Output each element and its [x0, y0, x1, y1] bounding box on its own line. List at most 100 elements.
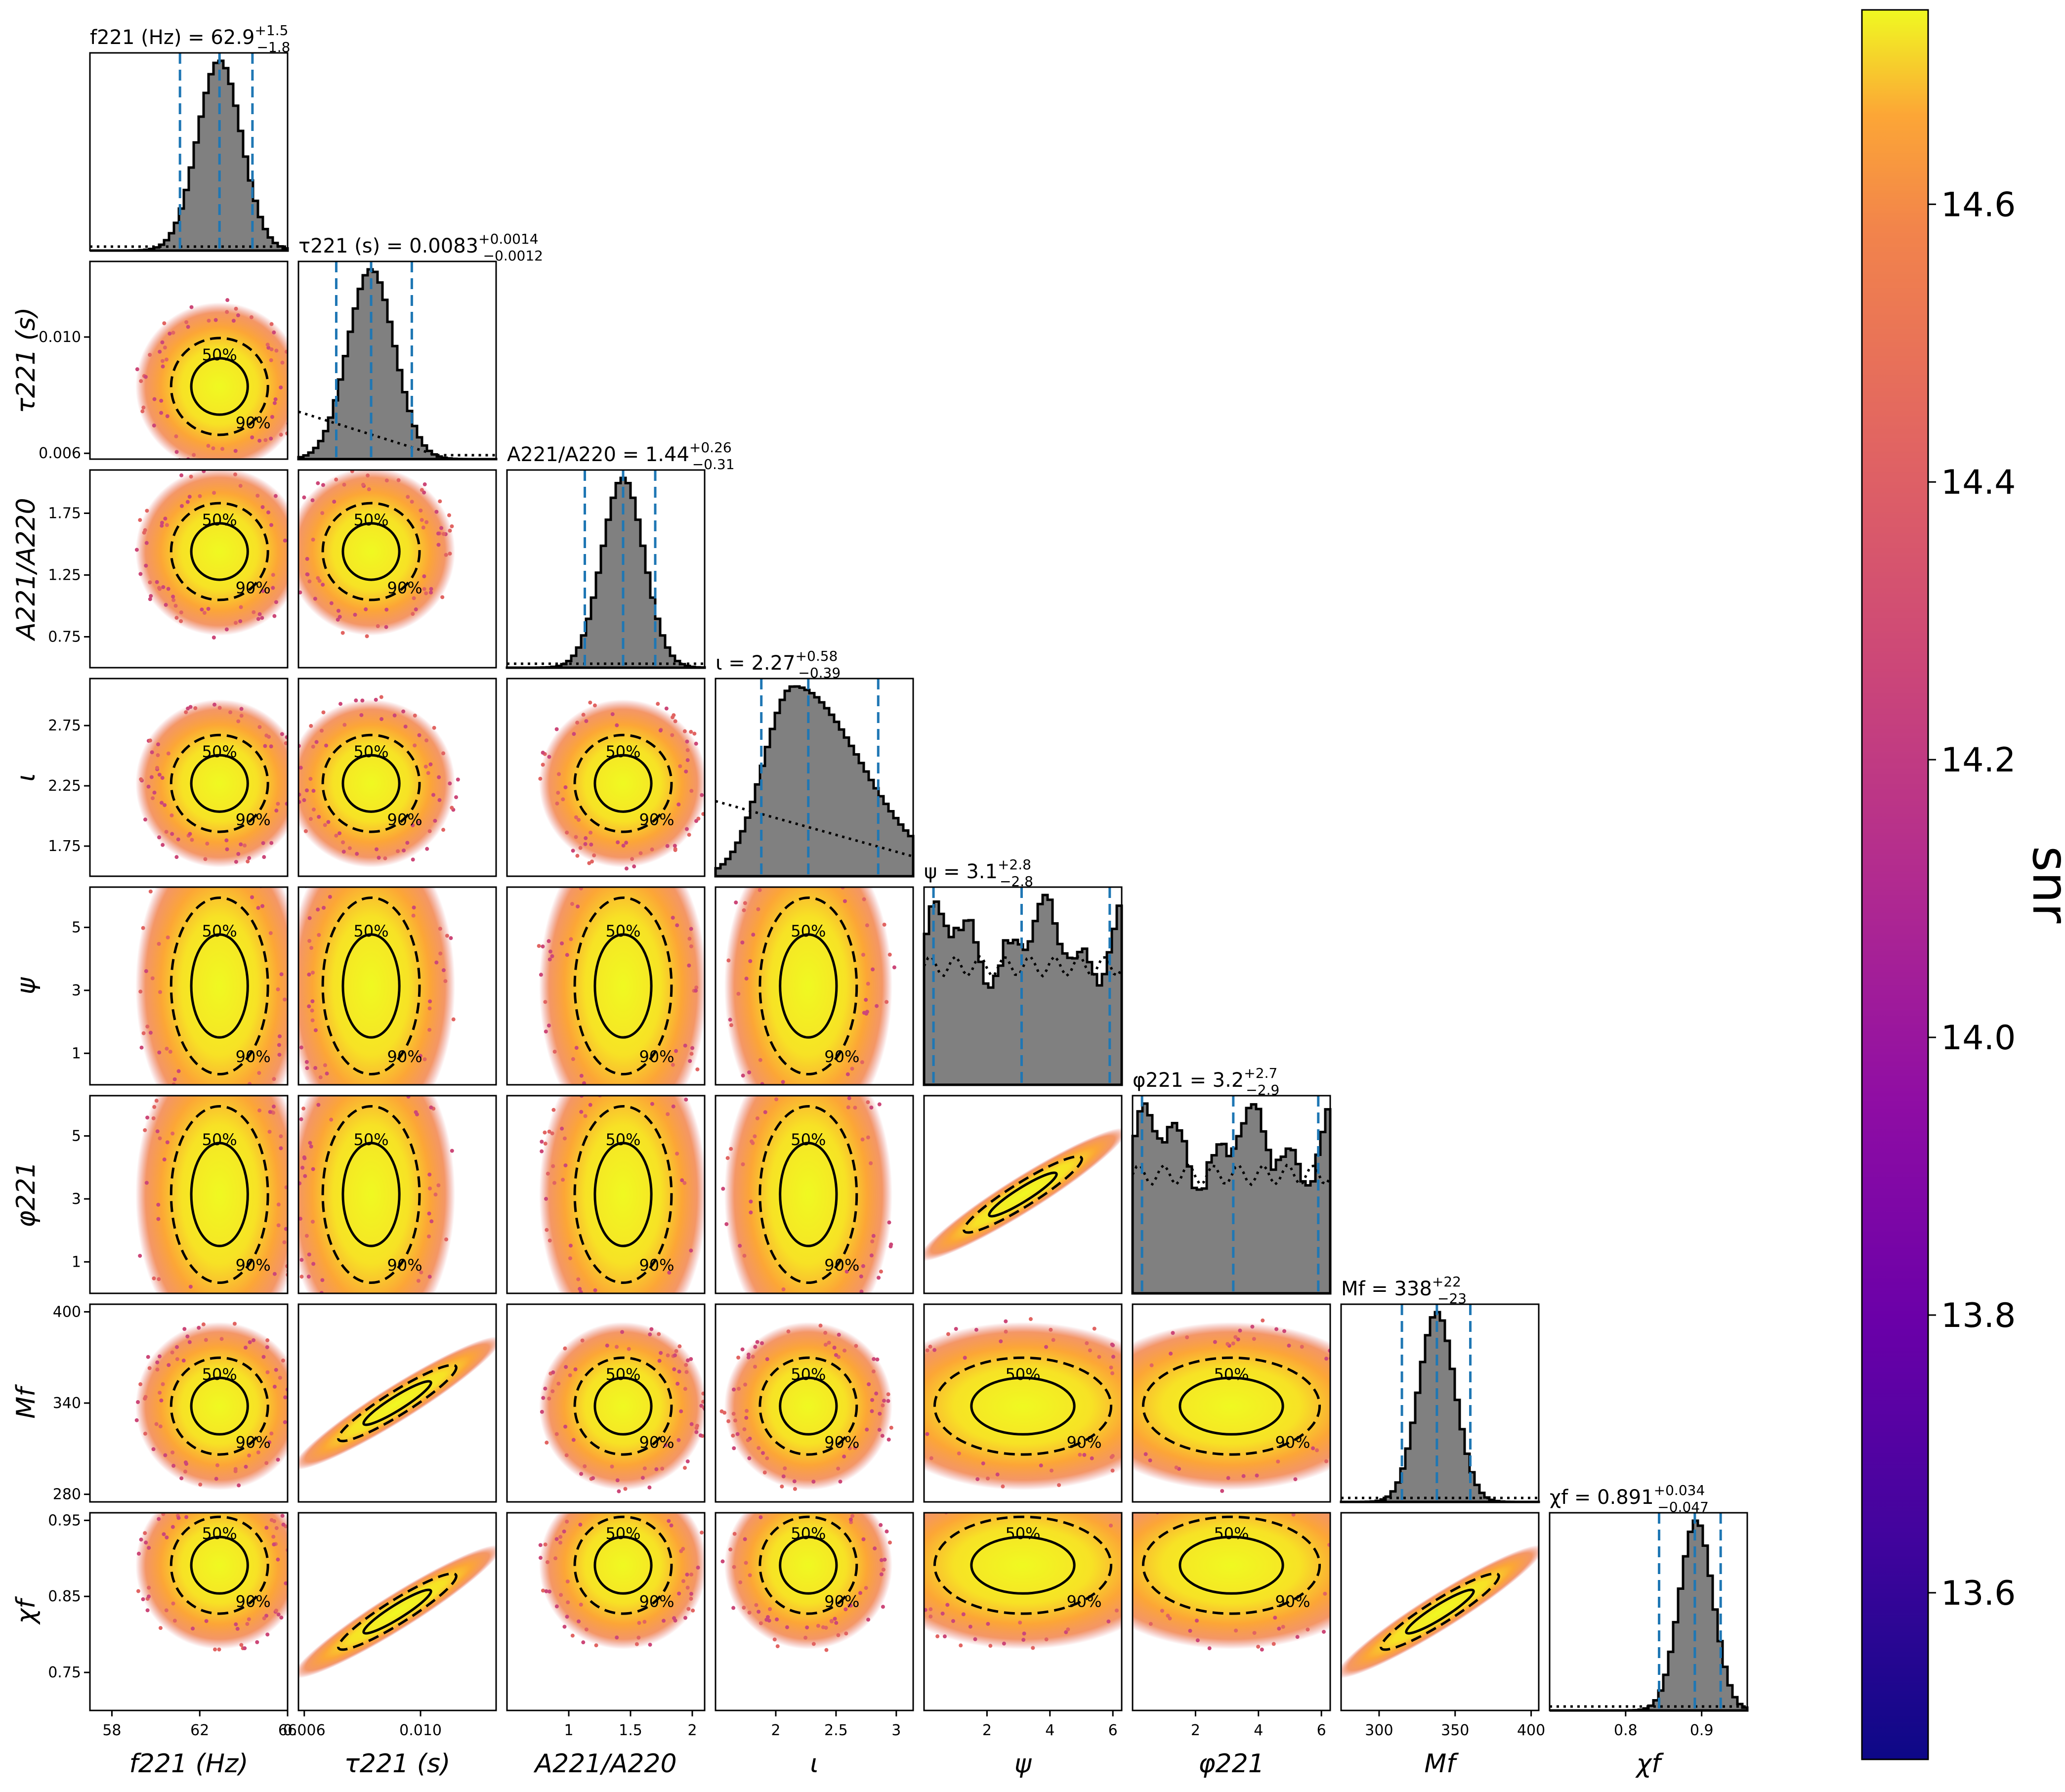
scatter-point [1281, 1624, 1285, 1629]
contour-label-50: 50% [791, 1130, 826, 1149]
hist-panel-f221: f221 (Hz) = 62.9+1.5 −1.8 [89, 22, 290, 252]
scatter-point [640, 1476, 645, 1480]
scatter-point [689, 1248, 693, 1253]
contour-label-90: 90% [824, 1592, 859, 1611]
scatter-point [387, 1336, 391, 1340]
scatter-point [634, 1494, 638, 1498]
scatter-point [907, 1607, 911, 1611]
scatter-point [877, 1428, 882, 1432]
scatter-point [365, 634, 369, 639]
contour-50 [593, 933, 653, 1039]
scatter-point [591, 1088, 595, 1092]
contour-90 [169, 502, 269, 601]
scatter-point [211, 1088, 214, 1092]
scatter-point [321, 483, 325, 487]
scatter-point [252, 1338, 256, 1342]
scatter-point [276, 1612, 281, 1617]
scatter-point [1324, 1357, 1329, 1361]
scatter-point [732, 1532, 737, 1536]
contour-90 [169, 896, 269, 1076]
density-cloud [1133, 1322, 1330, 1491]
scatter-point [843, 1348, 847, 1353]
scatter-point [293, 800, 297, 804]
scatter-point [1143, 1452, 1148, 1456]
scatter-point [207, 318, 211, 323]
scatter-point [887, 1540, 892, 1545]
scatter-point [822, 1090, 826, 1094]
contour-label-50: 50% [791, 922, 826, 940]
scatter-point [257, 1108, 262, 1112]
scatter-point [288, 783, 292, 787]
contour-50 [1179, 1376, 1284, 1436]
contour-50 [362, 1588, 432, 1635]
scatter-point [764, 1618, 769, 1622]
contour-90 [321, 733, 421, 833]
scatter-point [577, 1619, 581, 1623]
scatter-point [211, 446, 215, 451]
contour-label-50: 50% [1214, 1365, 1249, 1384]
scatter-point [581, 1640, 586, 1645]
scatter-point [795, 1087, 799, 1091]
scatter-point [159, 398, 164, 403]
scatter-point [232, 1322, 237, 1326]
scatter-point [250, 895, 254, 899]
scatter-point [328, 895, 332, 899]
scatter-point [737, 1387, 741, 1391]
scatter-point [749, 1210, 753, 1215]
scatter-point [262, 1616, 266, 1621]
scatter-point [161, 1513, 166, 1516]
scatter-point [1109, 1523, 1113, 1528]
contour-50 [970, 1536, 1076, 1595]
scatter-point [301, 398, 305, 402]
scatter-point [424, 591, 428, 596]
scatter-point [751, 933, 756, 937]
scatter-point [1238, 1328, 1242, 1333]
scatter-point [214, 1477, 218, 1481]
scatter-panel-Mf-chif [1340, 1512, 1540, 1711]
scatter-point [143, 1395, 148, 1399]
scatter-point [899, 1554, 903, 1558]
scatter-point [541, 751, 545, 755]
scatter-point [162, 1532, 166, 1536]
scatter-point [545, 1441, 549, 1445]
scatter-point [157, 941, 161, 946]
scatter-point [1097, 1355, 1101, 1359]
density-cloud [135, 887, 288, 1085]
scatter-point [748, 1573, 752, 1578]
scatter-frame [89, 1512, 289, 1711]
density-cloud [135, 1513, 288, 1650]
scatter-point [997, 1507, 1001, 1511]
scatter-point [824, 1648, 829, 1652]
scatter-point [427, 1234, 431, 1238]
scatter-point [270, 415, 274, 419]
scatter-point [731, 1411, 736, 1416]
x-tick-label: 1 [564, 1722, 573, 1739]
scatter-point [624, 841, 629, 845]
scatter-point [433, 818, 437, 823]
scatter-point [1378, 1583, 1382, 1587]
scatter-point [843, 1607, 848, 1612]
scatter-point [1088, 1348, 1092, 1353]
scatter-point [946, 1332, 951, 1336]
scatter-point [444, 553, 448, 557]
contour-label-50: 50% [605, 1130, 640, 1149]
contour-90 [573, 733, 673, 833]
scatter-point [257, 725, 262, 729]
scatter-point [427, 1211, 431, 1216]
scatter-point [620, 1330, 625, 1334]
scatter-point [294, 785, 298, 789]
scatter-point [1110, 1342, 1114, 1347]
scatter-point [379, 695, 383, 699]
scatter-point [1357, 1595, 1361, 1599]
scatter-point [176, 1069, 181, 1073]
scatter-point [780, 1484, 784, 1489]
scatter-point [310, 1220, 315, 1224]
scatter-point [276, 987, 280, 991]
contour-label-90: 90% [387, 1047, 422, 1066]
scatter-point [747, 1070, 752, 1074]
scatter-point [145, 1115, 150, 1120]
scatter-point [736, 991, 741, 996]
scatter-point [294, 1579, 297, 1583]
scatter-point [565, 1579, 570, 1584]
y-tick-label: 0.006 [39, 445, 81, 462]
